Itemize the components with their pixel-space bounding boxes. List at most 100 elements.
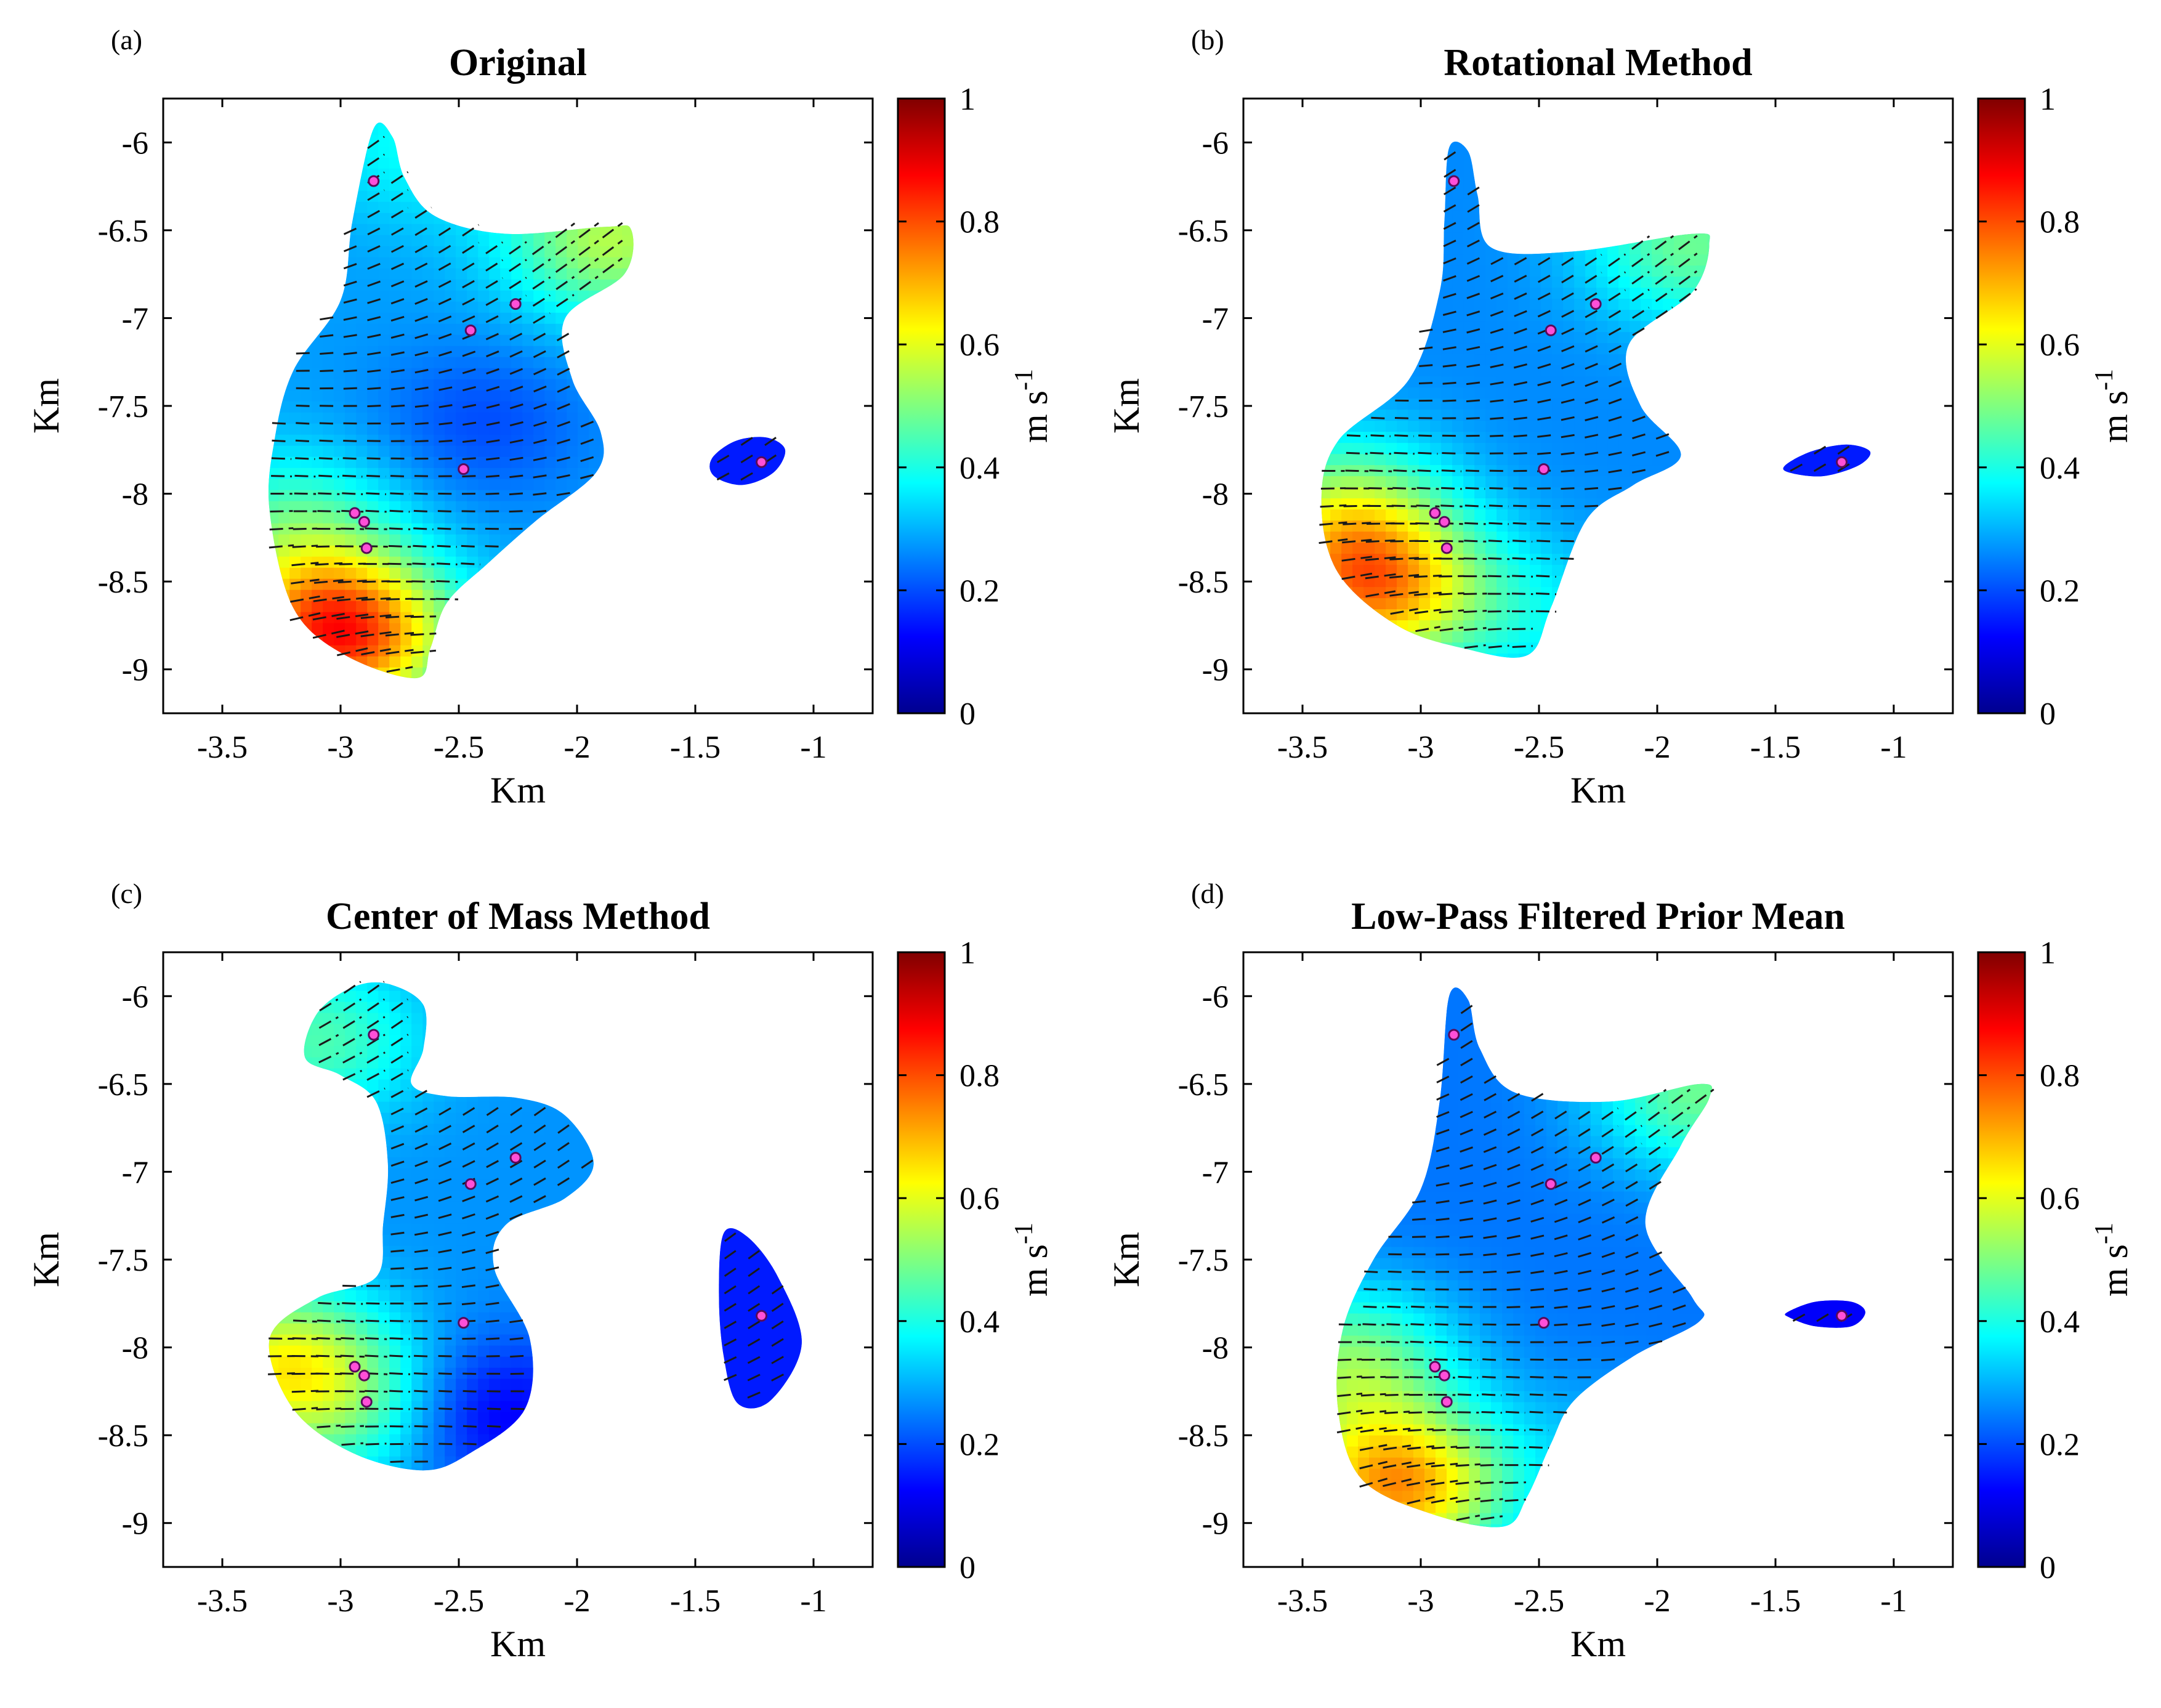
field-cell xyxy=(1618,155,1631,167)
flow-arrow xyxy=(438,421,456,426)
field-cell xyxy=(1663,654,1675,658)
field-cell xyxy=(234,457,246,469)
field-cell xyxy=(334,501,346,513)
field-cell xyxy=(1497,232,1509,245)
flow-arrow xyxy=(557,437,574,445)
field-cell xyxy=(489,124,501,136)
field-cell xyxy=(787,511,799,523)
field-cell xyxy=(644,512,656,524)
field-cell xyxy=(1696,543,1708,555)
field-cell xyxy=(467,667,479,679)
field-cell xyxy=(268,601,280,613)
field-cell xyxy=(1341,232,1354,245)
field-cell xyxy=(234,590,246,602)
field-cell xyxy=(1696,243,1708,256)
field-cell xyxy=(1641,243,1653,256)
field-cell xyxy=(1375,410,1387,422)
field-cell xyxy=(245,435,257,447)
field-cell xyxy=(334,301,346,314)
field-cell xyxy=(555,312,568,325)
field-cell xyxy=(1452,199,1464,211)
field-cell xyxy=(1321,598,1331,610)
field-cell xyxy=(1674,620,1686,633)
field-cell xyxy=(1596,443,1609,455)
field-cell xyxy=(555,445,568,458)
field-cell xyxy=(456,578,468,591)
field-cell xyxy=(1718,343,1730,355)
field-cell xyxy=(268,368,280,380)
field-cell xyxy=(1696,554,1708,566)
field-cell xyxy=(1585,532,1598,544)
field-cell xyxy=(256,180,268,192)
flow-arrow xyxy=(414,422,432,425)
field-cell xyxy=(1718,277,1730,288)
field-cell xyxy=(1641,221,1653,233)
field-cell xyxy=(544,235,557,247)
field-cell xyxy=(1441,121,1453,133)
field-cell xyxy=(1641,620,1653,633)
field-cell xyxy=(1729,654,1741,665)
field-cell xyxy=(1607,631,1620,644)
field-cell xyxy=(245,590,257,602)
field-cell xyxy=(1286,365,1298,377)
field-cell xyxy=(456,190,468,203)
field-cell xyxy=(1408,554,1420,566)
field-cell xyxy=(1519,421,1531,433)
flow-arrow xyxy=(462,367,479,374)
field-cell xyxy=(400,534,413,546)
field-cell xyxy=(622,368,634,380)
observation-point xyxy=(349,507,361,519)
field-cell xyxy=(268,157,280,169)
field-cell xyxy=(666,368,678,380)
field-cell xyxy=(533,257,546,269)
flow-arrow xyxy=(1467,184,1484,196)
field-cell xyxy=(1707,476,1710,488)
field-cell xyxy=(1729,310,1741,322)
field-cell xyxy=(1452,265,1464,278)
field-cell xyxy=(555,357,568,369)
field-cell xyxy=(787,467,799,479)
field-cell xyxy=(1352,587,1365,599)
field-cell xyxy=(445,445,457,458)
field-cell xyxy=(600,334,612,347)
field-cell xyxy=(589,257,601,269)
field-cell xyxy=(1519,365,1531,378)
field-cell xyxy=(400,102,412,114)
field-cell xyxy=(1740,121,1752,133)
field-cell xyxy=(245,413,257,424)
field-cell xyxy=(367,445,379,458)
field-cell xyxy=(245,269,257,280)
field-cell xyxy=(489,122,501,125)
field-cell xyxy=(633,545,634,557)
field-cell xyxy=(1441,432,1453,444)
field-cell xyxy=(456,645,468,657)
field-cell xyxy=(1297,221,1309,233)
field-cell xyxy=(456,246,468,258)
field-cell xyxy=(256,701,268,713)
field-cell xyxy=(1463,454,1476,466)
field-cell xyxy=(1441,487,1453,500)
colorbar xyxy=(897,97,946,714)
field-cell xyxy=(1585,232,1598,245)
field-cell xyxy=(611,545,623,557)
field-cell xyxy=(1452,620,1464,633)
field-cell xyxy=(666,324,678,336)
field-cell xyxy=(1596,199,1609,211)
field-cell xyxy=(1397,188,1409,200)
field-cell xyxy=(655,357,667,369)
field-cell xyxy=(256,324,268,336)
field-cell xyxy=(1618,498,1631,511)
field-cell xyxy=(289,434,302,447)
field-cell xyxy=(655,557,667,569)
field-cell xyxy=(422,445,435,458)
field-cell xyxy=(522,701,534,713)
field-cell xyxy=(1330,321,1343,333)
field-cell xyxy=(555,567,568,580)
field-cell xyxy=(589,235,601,247)
field-cell xyxy=(1441,454,1453,466)
field-cell xyxy=(301,135,313,147)
field-cell xyxy=(268,379,280,391)
field-cell xyxy=(1408,221,1420,233)
field-cell xyxy=(278,124,291,136)
field-cell xyxy=(644,679,656,690)
